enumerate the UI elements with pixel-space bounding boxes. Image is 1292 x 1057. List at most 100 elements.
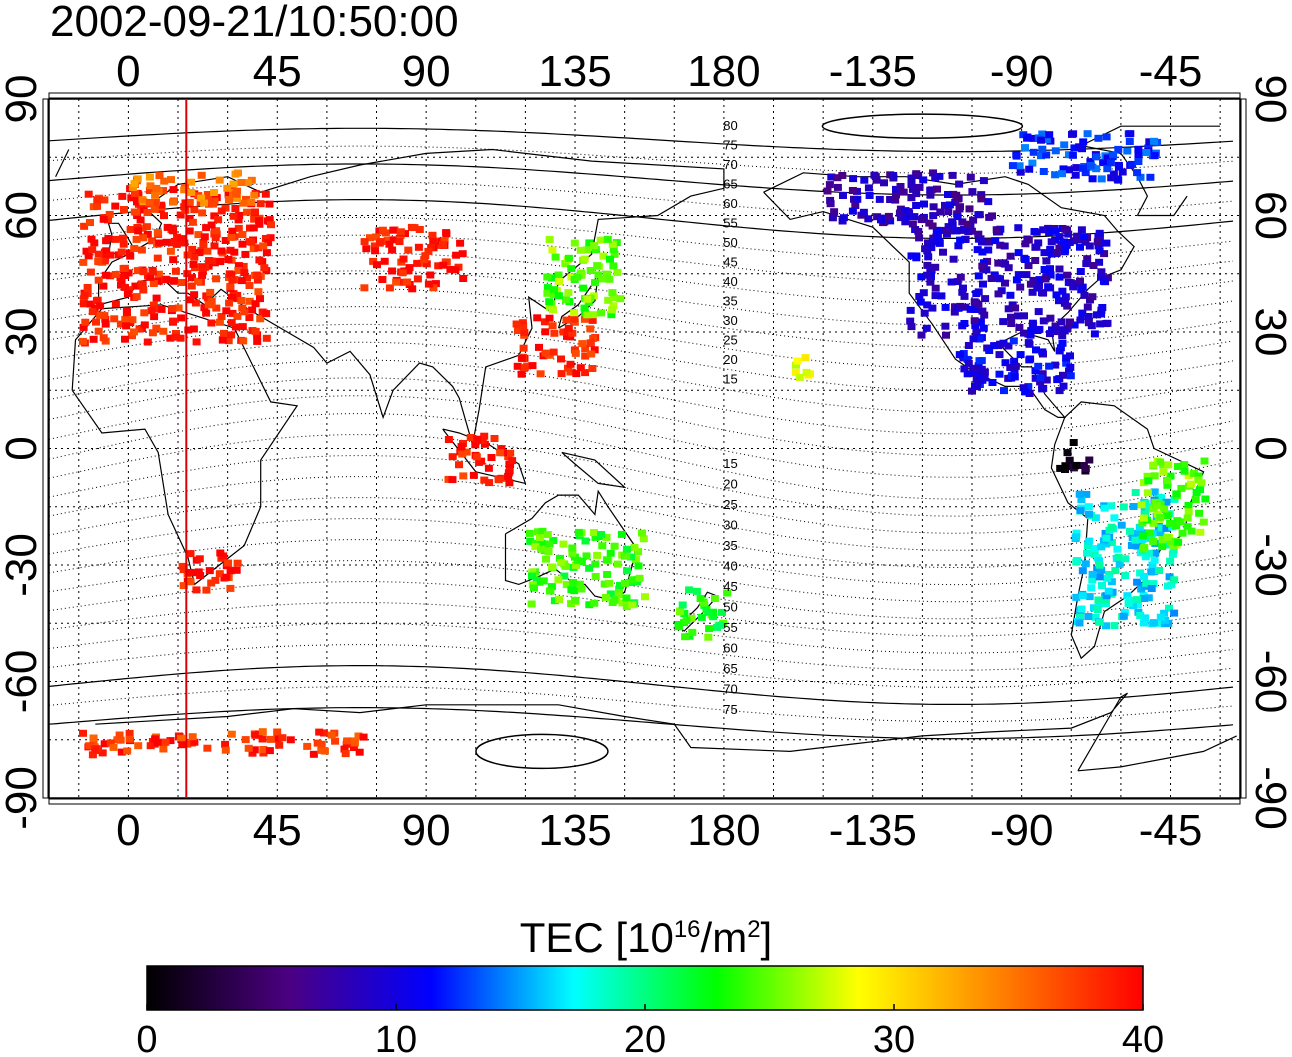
tec-cell [586, 339, 595, 347]
tec-cell [1170, 576, 1179, 584]
tec-cell [341, 750, 350, 758]
tec-cell [116, 320, 125, 328]
tec-cell [255, 220, 264, 228]
tec-cell [151, 199, 160, 206]
tec-cell [1029, 276, 1038, 284]
tec-cell [320, 729, 328, 737]
mlat-contour [49, 145, 1234, 174]
tec-cell [953, 213, 962, 221]
tec-cell [1083, 255, 1092, 263]
tec-cell [96, 302, 105, 310]
tec-cell [827, 173, 836, 181]
tec-cell [176, 334, 185, 342]
tec-cell [826, 196, 835, 204]
tec-cell [169, 256, 178, 264]
tec-cell [517, 370, 526, 378]
tec-cell [1176, 518, 1185, 526]
tec-cell [1070, 144, 1079, 152]
tec-cell [152, 324, 161, 332]
tec-cell [929, 169, 937, 177]
tec-cell [130, 180, 139, 188]
tec-data-cells [78, 130, 1210, 759]
top-lon-tick-label: -90 [990, 47, 1054, 96]
tec-cell [238, 231, 247, 238]
tec-cell [528, 572, 536, 580]
tec-cell [212, 227, 221, 235]
tec-cell [240, 269, 249, 277]
tec-cell [1100, 250, 1109, 258]
tec-cell [1118, 168, 1127, 176]
tec-cell [551, 253, 560, 261]
tec-cell [199, 239, 208, 246]
tec-cell [1045, 131, 1054, 139]
tec-cell [1040, 249, 1049, 257]
tec-cell [434, 262, 443, 270]
north-mlat-label: 80 [723, 118, 737, 133]
tec-cell [1156, 529, 1165, 537]
tec-cell [1069, 283, 1078, 291]
tec-cell [1097, 543, 1106, 551]
tec-cell [1184, 508, 1193, 516]
tec-cell [999, 259, 1008, 267]
coastline [504, 489, 636, 601]
tec-cell [1019, 384, 1028, 392]
tec-cell [1046, 271, 1055, 279]
tec-cell [838, 172, 847, 179]
tec-cell [190, 738, 199, 746]
tec-cell [403, 278, 412, 286]
tec-cell [1157, 494, 1166, 502]
tec-cell [106, 272, 115, 280]
tec-cell [327, 731, 336, 739]
tec-cell [117, 748, 126, 756]
tec-cell [133, 198, 141, 206]
south-mlat-label: 15 [723, 456, 737, 471]
tec-cell [340, 745, 349, 753]
tec-cell [709, 608, 717, 616]
tec-cell [937, 292, 946, 300]
tec-cell [1102, 600, 1110, 608]
tec-cell [253, 337, 262, 345]
tec-cell [979, 177, 988, 185]
tec-cell [680, 610, 689, 617]
tec-cell [362, 245, 371, 253]
tec-cell [120, 264, 129, 272]
tec-cell [1170, 609, 1179, 617]
tec-cell [1139, 545, 1148, 553]
tec-cell [580, 315, 589, 323]
tec-cell [1061, 462, 1070, 470]
tec-cell [130, 328, 138, 336]
tec-cell [1039, 384, 1048, 392]
tec-cell [554, 576, 563, 584]
tec-cell [132, 293, 141, 301]
tec-cell [1094, 134, 1103, 142]
tec-cell [177, 235, 186, 243]
tec-cell [245, 297, 254, 305]
tec-cell [1015, 324, 1024, 331]
tec-cell [232, 190, 241, 198]
tec-cell [1123, 592, 1132, 600]
tec-cell [179, 566, 188, 574]
tec-cell [939, 248, 947, 256]
tec-cell [247, 238, 256, 246]
tec-cell [848, 187, 857, 194]
tec-cell [185, 198, 194, 206]
tec-cell [100, 196, 109, 204]
tec-cell [576, 246, 585, 254]
tec-cell [146, 742, 155, 750]
tec-cell [1055, 387, 1064, 395]
tec-cell [597, 275, 606, 283]
tec-cell [227, 331, 236, 339]
tec-cell [979, 280, 987, 288]
tec-cell [79, 323, 88, 331]
tec-cell [568, 329, 577, 337]
tec-cell [424, 247, 433, 255]
tec-cell [543, 289, 552, 297]
tec-cell [1085, 537, 1094, 545]
tec-cell [186, 296, 195, 304]
tec-cell [99, 334, 108, 342]
tec-cell [1031, 374, 1040, 382]
tec-cell [79, 258, 88, 266]
tec-cell [978, 248, 987, 256]
tec-cell [566, 368, 575, 376]
tec-cell [89, 335, 98, 343]
